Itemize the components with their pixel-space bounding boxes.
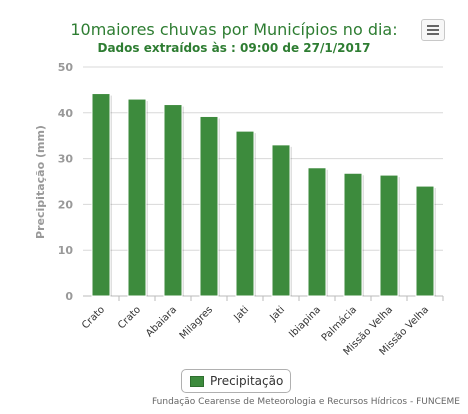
y-tick-label: 30 bbox=[58, 153, 74, 166]
bar[interactable] bbox=[379, 174, 399, 297]
export-menu-button[interactable] bbox=[421, 19, 445, 41]
bar[interactable] bbox=[271, 144, 291, 297]
x-tick-label: Crato bbox=[116, 304, 143, 331]
legend-label: Precipitação bbox=[210, 374, 284, 388]
y-tick-label: 20 bbox=[58, 198, 74, 211]
bar[interactable] bbox=[199, 115, 219, 297]
x-tick-label: Ibiapina bbox=[287, 304, 323, 340]
hamburger-menu-icon bbox=[427, 25, 439, 27]
legend-swatch bbox=[190, 376, 204, 387]
bars bbox=[91, 93, 436, 297]
x-tick-label: Abaiara bbox=[144, 304, 179, 339]
x-tick-label: Jati bbox=[231, 304, 251, 324]
bar[interactable] bbox=[235, 130, 255, 297]
bar[interactable] bbox=[343, 172, 363, 297]
x-tick-label: Jati bbox=[267, 304, 287, 324]
legend-item-precipitacao[interactable]: Precipitação bbox=[181, 369, 291, 393]
bar[interactable] bbox=[307, 167, 327, 297]
x-tick-label: Milagres bbox=[178, 304, 215, 341]
chart-subtitle: Dados extraídos às : 09:00 de 27/1/2017 bbox=[97, 41, 371, 55]
y-axis-label: Precipitação (mm) bbox=[34, 125, 47, 239]
y-axis-ticks: 0 10 20 30 40 50 bbox=[58, 61, 74, 303]
y-tick-label: 40 bbox=[58, 107, 74, 120]
y-tick-label: 50 bbox=[58, 61, 74, 74]
y-tick-label: 10 bbox=[58, 244, 74, 257]
x-tick-label: Crato bbox=[80, 304, 107, 331]
y-tick-label: 0 bbox=[65, 290, 73, 303]
credits-text: Fundação Cearense de Meteorologia e Recu… bbox=[151, 397, 460, 407]
chart-title: 10maiores chuvas por Municípios no dia: bbox=[70, 20, 398, 39]
bar[interactable] bbox=[415, 185, 435, 297]
bar[interactable] bbox=[163, 104, 183, 297]
bar[interactable] bbox=[91, 93, 111, 297]
bar[interactable] bbox=[127, 98, 147, 297]
